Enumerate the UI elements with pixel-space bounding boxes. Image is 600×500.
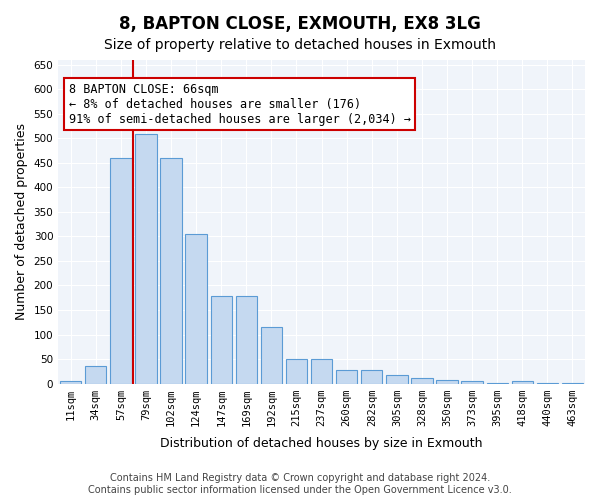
Text: 8 BAPTON CLOSE: 66sqm
← 8% of detached houses are smaller (176)
91% of semi-deta: 8 BAPTON CLOSE: 66sqm ← 8% of detached h… <box>69 82 411 126</box>
Bar <box>311 359 332 384</box>
Bar <box>487 382 508 384</box>
Bar <box>160 158 182 384</box>
Bar <box>85 366 106 384</box>
Bar <box>537 382 558 384</box>
Bar <box>562 382 583 384</box>
Bar <box>136 134 157 384</box>
Bar <box>236 296 257 384</box>
Bar <box>411 378 433 384</box>
Bar <box>361 370 382 384</box>
Text: Contains HM Land Registry data © Crown copyright and database right 2024.
Contai: Contains HM Land Registry data © Crown c… <box>88 474 512 495</box>
Bar <box>461 381 483 384</box>
Bar <box>60 381 82 384</box>
Y-axis label: Number of detached properties: Number of detached properties <box>15 124 28 320</box>
Text: Size of property relative to detached houses in Exmouth: Size of property relative to detached ho… <box>104 38 496 52</box>
X-axis label: Distribution of detached houses by size in Exmouth: Distribution of detached houses by size … <box>160 437 483 450</box>
Bar <box>185 234 207 384</box>
Bar <box>261 327 282 384</box>
Text: 8, BAPTON CLOSE, EXMOUTH, EX8 3LG: 8, BAPTON CLOSE, EXMOUTH, EX8 3LG <box>119 15 481 33</box>
Bar <box>512 381 533 384</box>
Bar <box>286 359 307 384</box>
Bar <box>110 158 131 384</box>
Bar <box>436 380 458 384</box>
Bar <box>211 296 232 384</box>
Bar <box>386 374 407 384</box>
Bar <box>336 370 358 384</box>
